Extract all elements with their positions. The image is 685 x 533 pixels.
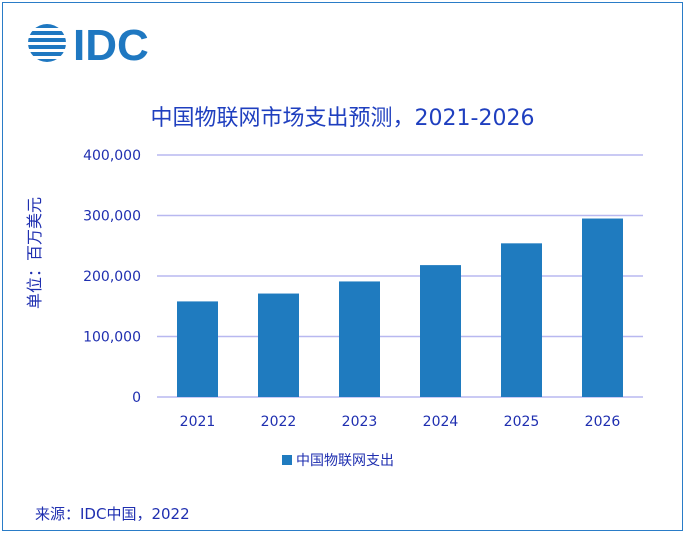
- source-note: 来源：IDC中国，2022: [35, 505, 190, 523]
- bar-2022: [258, 293, 299, 397]
- y-tick-label: 0: [132, 390, 141, 406]
- y-tick-label: 300,000: [83, 209, 141, 225]
- idc-logo: IDC: [28, 21, 149, 65]
- y-tick-label: 400,000: [83, 148, 141, 164]
- x-tick-label: 2023: [342, 414, 378, 430]
- bar-2024: [420, 265, 461, 397]
- bar-2025: [501, 243, 542, 397]
- x-tick-label: 2021: [180, 414, 216, 430]
- x-tick-label: 2026: [585, 414, 621, 430]
- svg-text:IDC: IDC: [73, 21, 149, 65]
- bar-2023: [339, 281, 380, 397]
- x-tick-label: 2024: [423, 414, 459, 430]
- y-tick-label: 100,000: [83, 330, 141, 346]
- chart-title: 中国物联网市场支出预测，2021-2026: [150, 106, 535, 131]
- legend-swatch: [282, 455, 292, 465]
- bar-chart: 0 100,000 200,000 300,000 400,000 2021 2022 202…: [83, 148, 643, 469]
- legend-label: 中国物联网支出: [296, 453, 394, 469]
- bar-2026: [582, 218, 623, 397]
- x-tick-label: 2022: [261, 414, 297, 430]
- y-tick-label: 200,000: [83, 269, 141, 285]
- bar-2021: [177, 301, 218, 397]
- x-tick-label: 2025: [504, 414, 540, 430]
